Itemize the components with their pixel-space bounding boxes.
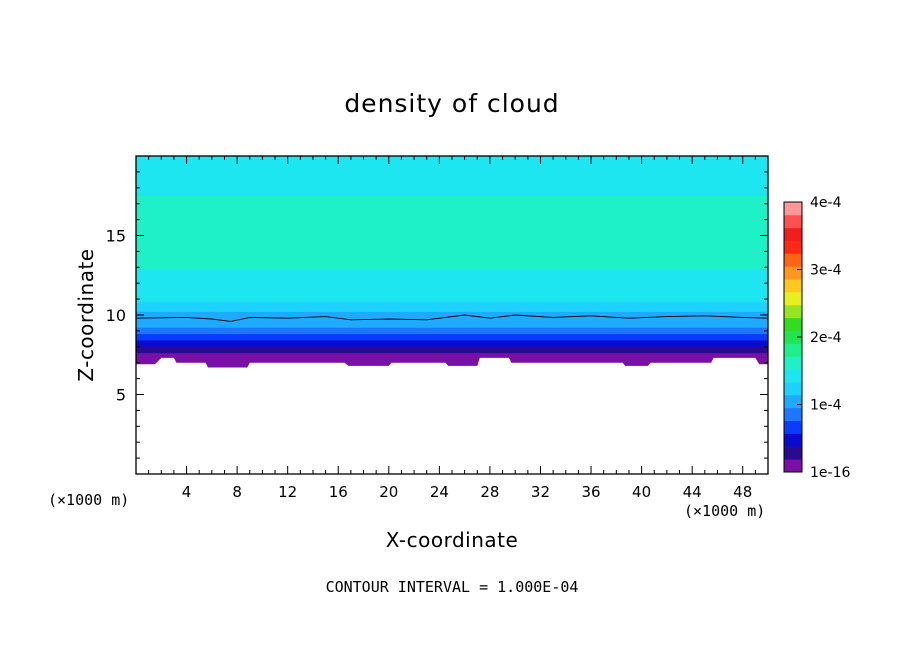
density-field (136, 156, 768, 474)
colorbar-swatch (784, 369, 802, 383)
x-axis-label: X-coordinate (386, 528, 519, 552)
x-tick-label: 44 (683, 483, 702, 501)
colorbar-tick-label: 1e-16 (810, 465, 850, 481)
colorbar-swatch (784, 407, 802, 421)
colorbar-swatch (784, 420, 802, 434)
contour-line (136, 314, 768, 322)
colorbar-swatch (784, 459, 802, 473)
contour-interval-note: CONTOUR INTERVAL = 1.000E-04 (326, 578, 579, 596)
colorbar-swatch (784, 227, 802, 241)
colorbar-ticks: 1e-16 1e-4 2e-4 3e-4 4e-4 (797, 195, 850, 481)
x-tick-label: 32 (531, 483, 550, 501)
density-band (136, 268, 768, 283)
colorbar-swatch (784, 330, 802, 344)
y-tick-label: 5 (116, 386, 126, 405)
y-axis-label: Z-coordinate (74, 248, 98, 381)
density-band (136, 327, 768, 335)
colorbar-swatch (784, 279, 802, 293)
colorbar (784, 202, 802, 473)
x-tick-label: 12 (278, 483, 297, 501)
x-tick-label: 28 (480, 483, 499, 501)
colorbar-swatch (784, 343, 802, 357)
colorbar-swatch (784, 317, 802, 331)
contour-layer (136, 314, 768, 322)
colorbar-swatch (784, 202, 802, 216)
density-band (136, 210, 768, 229)
density-band (136, 281, 768, 294)
x-tick-label: 36 (581, 483, 600, 501)
y-tick-label: 15 (106, 227, 126, 246)
colorbar-tick-label: 3e-4 (810, 263, 842, 279)
colorbar-tick-label: 2e-4 (810, 330, 842, 346)
colorbar-swatch (784, 240, 802, 254)
density-band (136, 340, 768, 348)
colorbar-swatch (784, 394, 802, 409)
density-band (136, 254, 768, 270)
colorbar-swatch (784, 266, 802, 280)
y-tick-label: 10 (106, 306, 126, 325)
cloud-free-region (136, 357, 768, 474)
density-band (136, 334, 768, 341)
x-axis-ticks: 4 8 12 16 20 24 28 32 36 40 44 48 (148, 156, 756, 501)
colorbar-swatch (784, 292, 802, 306)
colorbar-tick-label: 4e-4 (810, 195, 842, 211)
colorbar-swatch (784, 214, 802, 229)
x-unit-right: (×1000 m) (684, 502, 765, 520)
colorbar-tick-label: 1e-4 (810, 398, 842, 414)
colorbar-swatch (784, 253, 802, 267)
x-tick-label: 4 (182, 483, 192, 501)
x-tick-label: 48 (733, 483, 752, 501)
x-tick-label: 24 (430, 483, 449, 501)
density-band (136, 159, 768, 181)
x-unit-left: (×1000 m) (48, 491, 129, 509)
x-tick-label: 40 (632, 483, 651, 501)
chart-title: density of cloud (344, 89, 559, 118)
density-band (136, 311, 768, 321)
colorbar-swatch (784, 356, 802, 370)
density-band (136, 227, 768, 256)
x-tick-label: 16 (329, 483, 348, 501)
colorbar-swatch (784, 304, 802, 319)
y-axis-ticks: 5 10 15 (106, 171, 768, 459)
density-band (136, 195, 768, 211)
density-band (136, 346, 768, 354)
density-band (136, 292, 768, 303)
x-tick-label: 8 (232, 483, 242, 501)
x-tick-label: 20 (379, 483, 398, 501)
colorbar-swatch (784, 433, 802, 447)
colorbar-swatch (784, 382, 802, 396)
density-band (136, 319, 768, 329)
density-band (136, 179, 768, 197)
density-band (136, 302, 768, 313)
colorbar-swatch (784, 446, 802, 460)
